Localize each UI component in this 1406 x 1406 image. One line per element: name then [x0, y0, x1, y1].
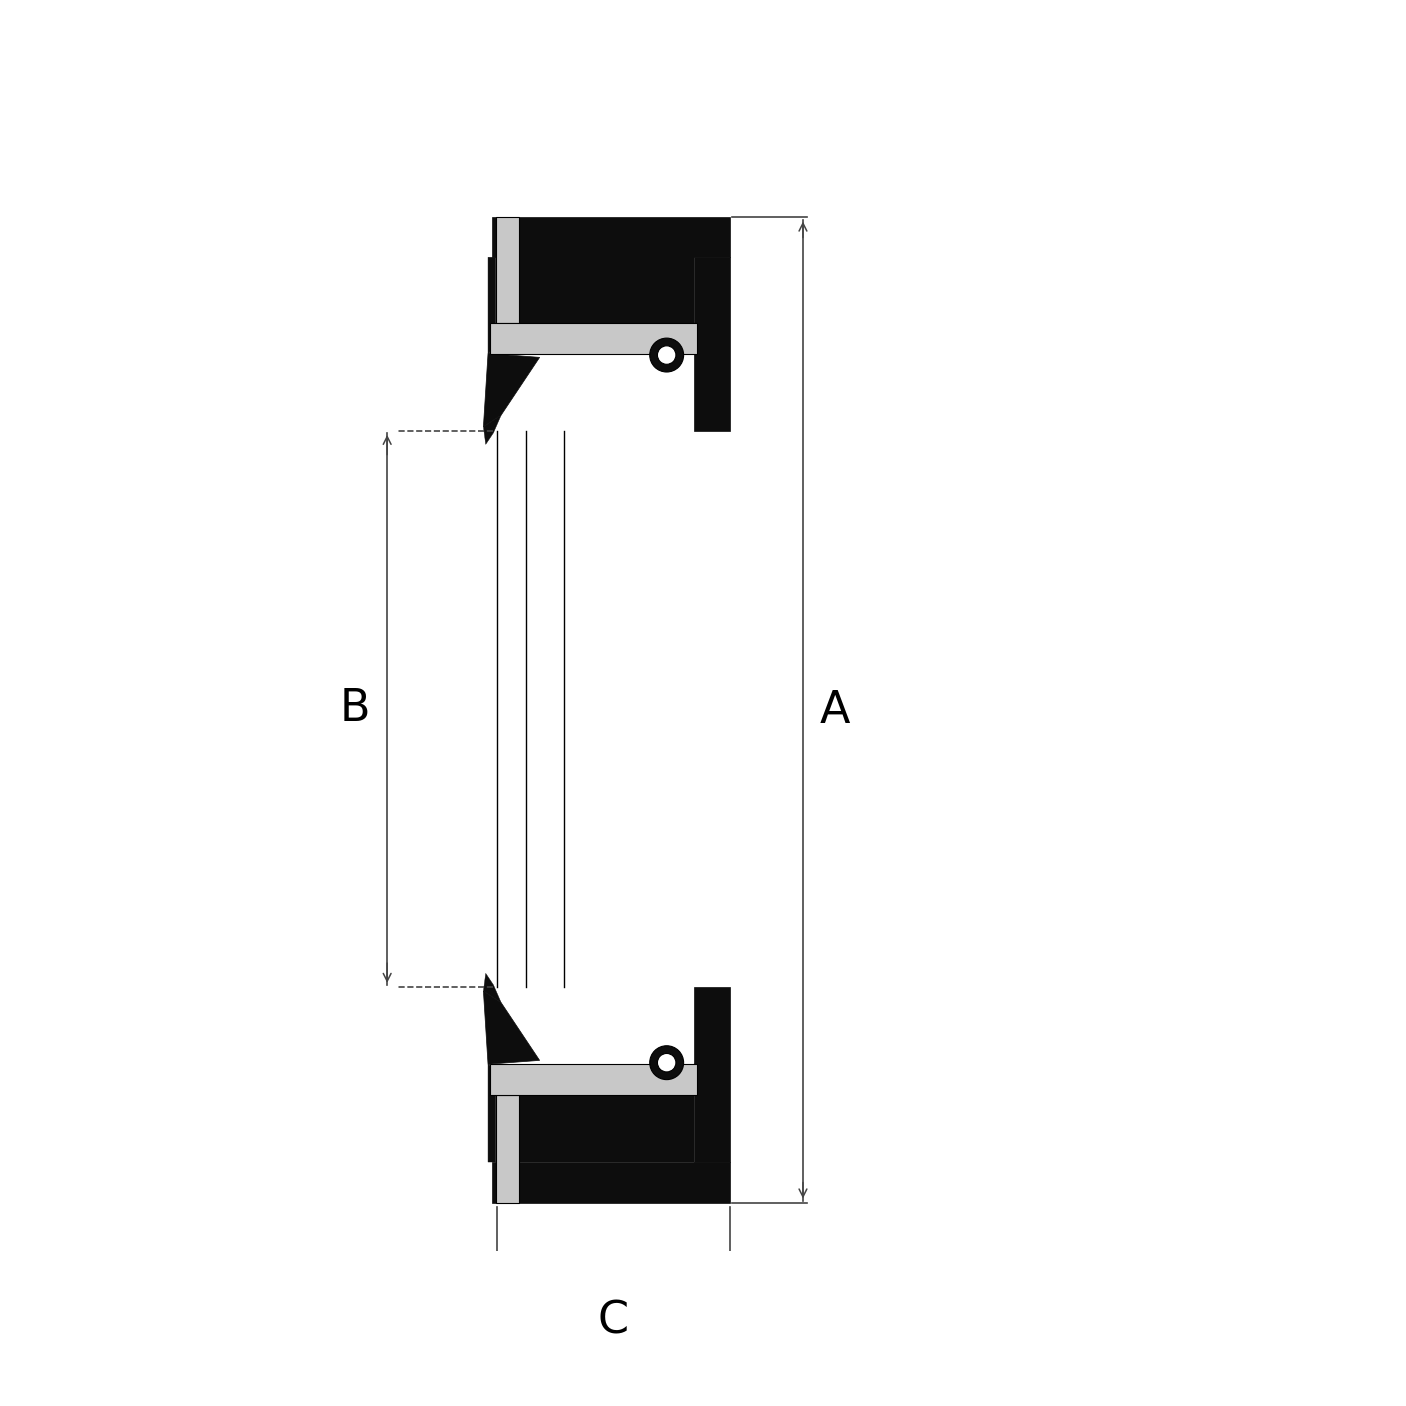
Polygon shape: [488, 257, 496, 353]
Circle shape: [650, 337, 683, 373]
Polygon shape: [492, 218, 730, 257]
Text: C: C: [598, 1299, 628, 1343]
Polygon shape: [519, 1064, 697, 1161]
Polygon shape: [496, 1095, 519, 1202]
Polygon shape: [492, 1161, 730, 1202]
Text: A: A: [820, 689, 851, 731]
Polygon shape: [484, 353, 540, 426]
Polygon shape: [693, 987, 730, 1161]
Circle shape: [658, 346, 676, 364]
Polygon shape: [489, 323, 697, 353]
Polygon shape: [496, 218, 519, 323]
Polygon shape: [484, 415, 501, 444]
Polygon shape: [484, 991, 540, 1064]
Polygon shape: [693, 257, 730, 430]
Polygon shape: [489, 1064, 697, 1095]
Circle shape: [658, 1053, 676, 1071]
Polygon shape: [519, 257, 697, 353]
Polygon shape: [488, 1064, 496, 1161]
Polygon shape: [484, 973, 501, 1002]
Circle shape: [650, 1046, 683, 1080]
Text: B: B: [340, 688, 370, 730]
